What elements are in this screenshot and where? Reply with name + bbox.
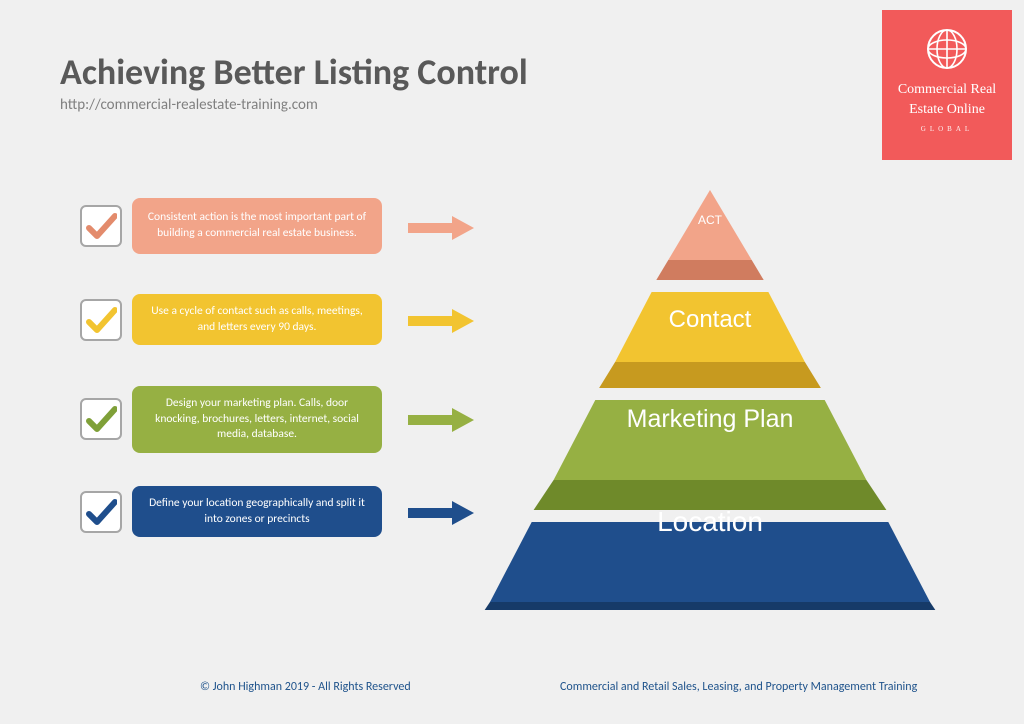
callout-location: Define your location geographically and … — [132, 486, 382, 537]
checkmark-icon — [80, 491, 122, 533]
callout-marketing: Design your marketing plan. Calls, door … — [132, 386, 382, 453]
row-contact: Use a cycle of contact such as calls, me… — [80, 294, 382, 345]
brand-line3: GLOBAL — [921, 125, 973, 133]
row-marketing: Design your marketing plan. Calls, door … — [80, 386, 382, 453]
arrow-act-icon — [408, 216, 474, 245]
row-location: Define your location geographically and … — [80, 486, 382, 537]
brand-line1: Commercial Real — [898, 80, 996, 100]
brand-logo: Commercial Real Estate Online GLOBAL — [882, 10, 1012, 160]
arrow-location-icon — [408, 501, 474, 530]
row-act: Consistent action is the most important … — [80, 198, 382, 254]
checkmark-icon — [80, 205, 122, 247]
pyramid-level-act: ACT — [470, 213, 950, 227]
globe-icon — [926, 28, 968, 70]
checkmark-icon — [80, 299, 122, 341]
arrow-contact-icon — [408, 309, 474, 338]
page-subtitle-url: http://commercial-realestate-training.co… — [60, 96, 318, 114]
footer-copyright: © John Highman 2019 - All Rights Reserve… — [200, 680, 411, 694]
pyramid-chart: ACT Contact Marketing Plan Location — [470, 180, 950, 610]
footer-tagline: Commercial and Retail Sales, Leasing, an… — [560, 680, 917, 694]
pyramid-level-location: Location — [470, 506, 950, 538]
callout-act: Consistent action is the most important … — [132, 198, 382, 254]
callout-contact: Use a cycle of contact such as calls, me… — [132, 294, 382, 345]
brand-line2: Estate Online — [909, 100, 985, 120]
pyramid-level-contact: Contact — [470, 306, 950, 334]
checkmark-icon — [80, 398, 122, 440]
arrow-marketing-icon — [408, 408, 474, 437]
page-title: Achieving Better Listing Control — [60, 50, 528, 94]
pyramid-level-marketing: Marketing Plan — [470, 405, 950, 434]
